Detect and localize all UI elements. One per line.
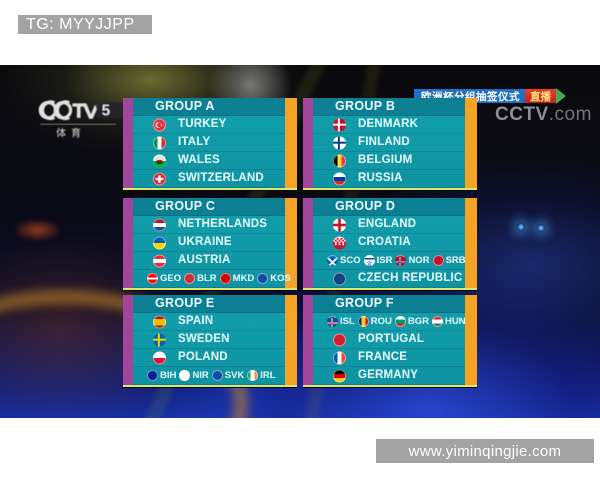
svg-text:5: 5 [102,103,111,120]
svg-text:体 育: 体 育 [56,126,81,139]
